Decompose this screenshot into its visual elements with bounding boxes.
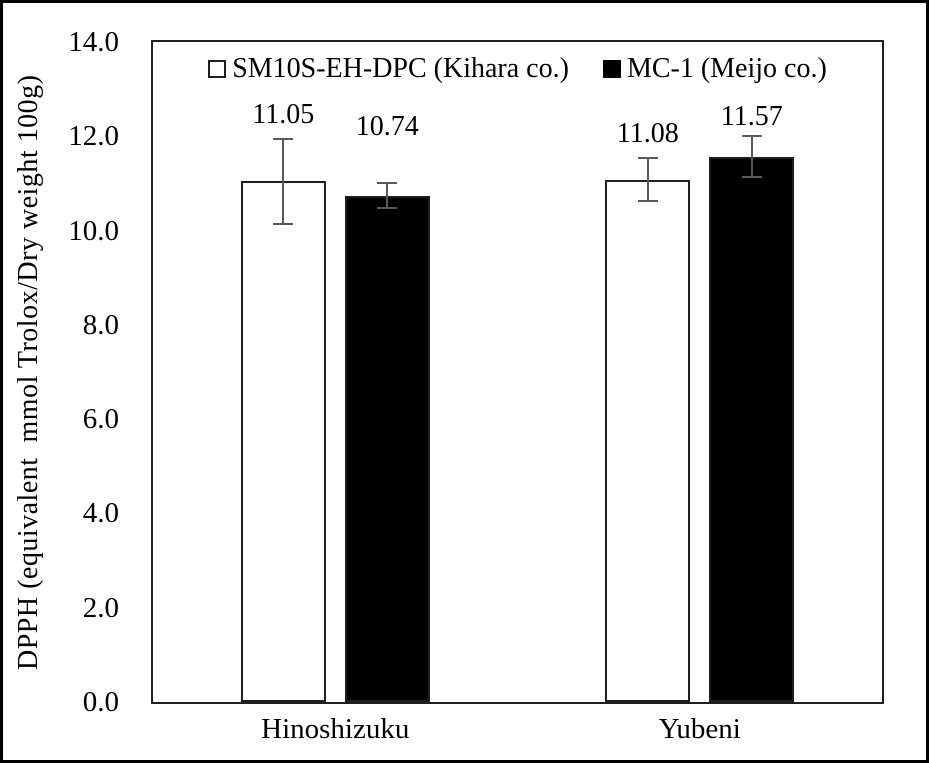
open-square-swatch-icon: [208, 60, 227, 78]
data-label: 10.74: [355, 111, 419, 142]
legend-label-sm10s: SM10S-EH-DPC (Kihara co.): [232, 53, 569, 84]
y-axis-tick-label: 10.0: [68, 214, 119, 247]
bar-mc1-yubeni: [709, 156, 795, 702]
error-bar-line: [646, 157, 649, 202]
y-axis-tick-label: 6.0: [82, 403, 119, 436]
legend-label-mc1: MC-1 (Meijo co.): [626, 53, 827, 84]
y-axis-tick-label: 4.0: [82, 497, 119, 530]
legend-item-sm10s: SM10S-EH-DPC (Kihara co.): [208, 53, 569, 85]
y-axis-tick-label: 12.0: [68, 120, 119, 153]
data-label: 11.08: [616, 118, 679, 149]
error-bar-line: [386, 182, 389, 209]
error-bar-cap-bottom: [377, 207, 398, 210]
y-axis-tick-label: 14.0: [68, 26, 119, 58]
bar-sm10s-yubeni: [605, 179, 691, 702]
legend-item-mc1: MC-1 (Meijo co.): [602, 53, 827, 85]
y-axis-tick-label: 8.0: [82, 308, 119, 341]
bar-sm10s-hinoshizuku: [240, 181, 326, 702]
error-bar-cap-bottom: [741, 175, 762, 178]
error-bar-line: [750, 136, 753, 177]
bar-mc1-hinoshizuku: [344, 195, 430, 702]
error-bar-cap-top: [273, 137, 294, 140]
error-bar-cap-top: [377, 181, 398, 184]
legend: SM10S-EH-DPC (Kihara co.) MC-1 (Meijo co…: [153, 53, 882, 85]
error-bar-line: [282, 138, 285, 224]
y-axis-tick-label: 0.0: [82, 686, 119, 718]
error-bar-cap-bottom: [273, 222, 294, 225]
error-bar-cap-top: [741, 135, 762, 138]
y-axis-tick-label: 2.0: [82, 591, 119, 624]
filled-square-swatch-icon: [602, 60, 621, 78]
data-label: 11.05: [252, 99, 315, 130]
error-bar-cap-bottom: [637, 200, 658, 203]
data-label: 11.57: [720, 101, 783, 132]
x-axis-category-label: Yubeni: [658, 713, 741, 745]
plot-area: SM10S-EH-DPC (Kihara co.) MC-1 (Meijo co…: [151, 40, 884, 704]
bars-layer: 11.05 10.74 11.08 11.57: [153, 42, 882, 702]
error-bar-cap-top: [637, 156, 658, 159]
x-axis-category-label: Hinoshizuku: [261, 713, 410, 745]
